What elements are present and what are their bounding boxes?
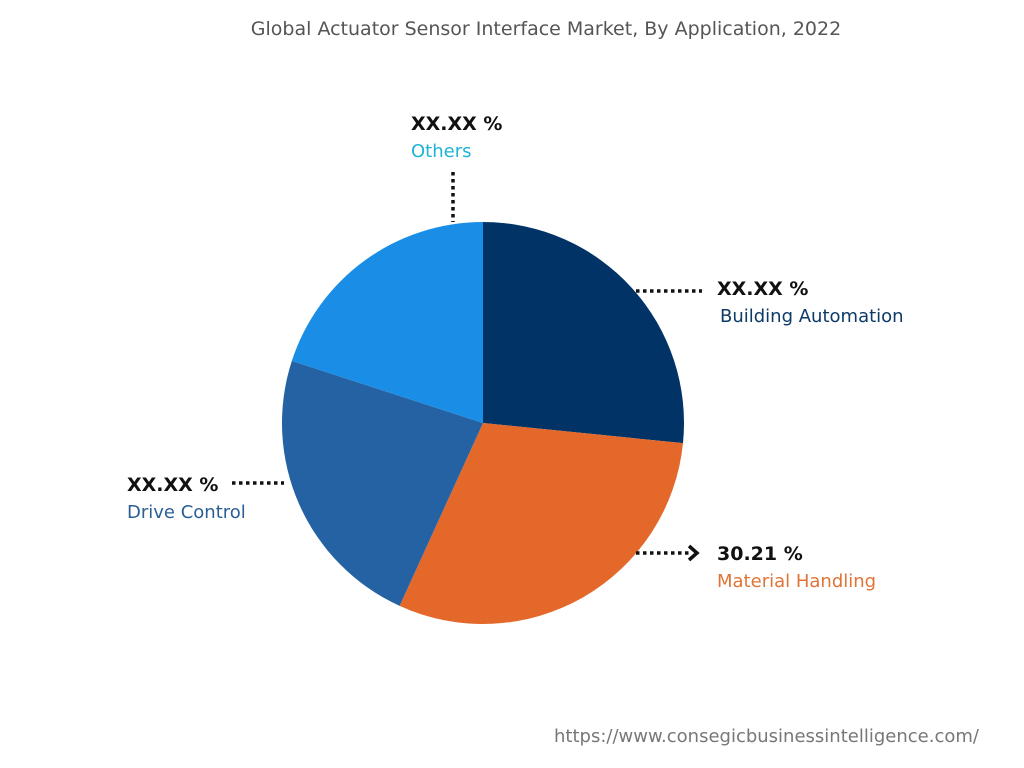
label-pct: XX.XX %	[127, 474, 219, 496]
pie-slice-others	[291, 222, 483, 423]
label-name: Building Automation	[720, 306, 904, 327]
label-name: Others	[411, 141, 472, 162]
source-url: https://www.consegicbusinessintelligence…	[554, 726, 979, 747]
label-material-handling: 30.21 % Material Handling	[717, 543, 876, 592]
label-name: Drive Control	[127, 502, 246, 523]
label-name: Material Handling	[717, 571, 877, 592]
pie-slice-building-automation	[483, 222, 684, 444]
label-pct: XX.XX %	[717, 278, 809, 300]
arrow-head-icon	[687, 544, 700, 562]
pie-slice-drive-control	[282, 360, 483, 606]
pie-slice-material-handling	[399, 423, 683, 624]
label-pct: 30.21 %	[717, 543, 803, 565]
label-drive-control: XX.XX % Drive Control	[127, 474, 246, 523]
label-pct: XX.XX %	[411, 113, 503, 135]
label-building-automation: XX.XX % Building Automation	[717, 278, 904, 327]
label-others: XX.XX % Others	[411, 113, 502, 162]
chart-title: Global Actuator Sensor Interface Market,…	[250, 18, 842, 40]
